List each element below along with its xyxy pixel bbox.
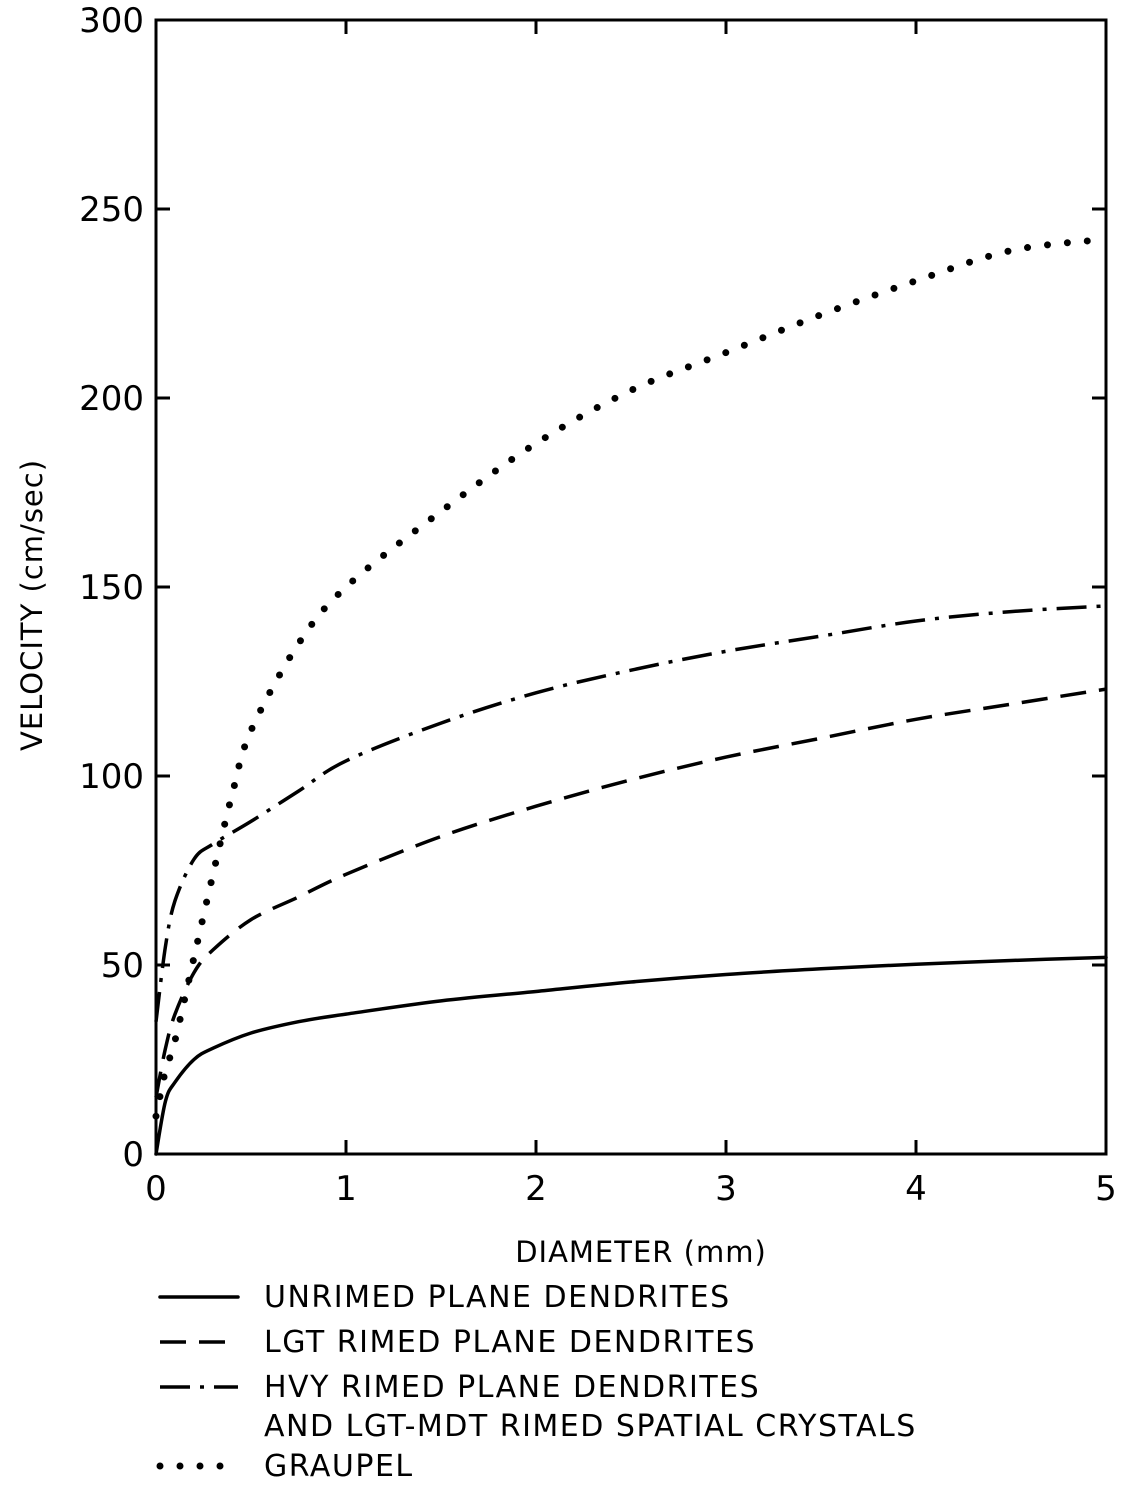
legend-label: GRAUPEL xyxy=(264,1449,414,1484)
x-tick-label: 5 xyxy=(1095,1169,1117,1209)
y-tick-label: 100 xyxy=(79,757,144,797)
x-tick-label: 3 xyxy=(715,1169,737,1209)
series-line-dashdot xyxy=(154,604,1107,1022)
legend-label: HVY RIMED PLANE DENDRITES xyxy=(264,1370,760,1405)
x-tick-label: 0 xyxy=(145,1169,167,1209)
y-tick-label: 200 xyxy=(79,379,144,419)
legend-label: UNRIMED PLANE DENDRITES xyxy=(264,1280,731,1315)
series-line-dotted xyxy=(152,235,1110,1120)
legend-label: LGT RIMED PLANE DENDRITES xyxy=(264,1325,756,1360)
y-tick-label: 300 xyxy=(79,1,144,41)
y-tick-label: 0 xyxy=(122,1135,144,1175)
x-axis-label: DIAMETER (mm) xyxy=(515,1235,767,1269)
x-tick-label: 2 xyxy=(525,1169,547,1209)
series-layer xyxy=(152,235,1110,1156)
x-tick-label: 4 xyxy=(905,1169,927,1209)
y-tick-label: 250 xyxy=(79,190,144,230)
y-tick-label: 150 xyxy=(79,568,144,608)
y-tick-label: 50 xyxy=(101,946,144,986)
legend-label-line2: AND LGT-MDT RIMED SPATIAL CRYSTALS xyxy=(264,1409,917,1444)
series-line-solid xyxy=(154,955,1108,1156)
legend: UNRIMED PLANE DENDRITES LGT RIMED PLANE D… xyxy=(156,1280,917,1484)
x-tick-label: 1 xyxy=(335,1169,357,1209)
y-axis-label: VELOCITY (cm/sec) xyxy=(15,459,49,751)
